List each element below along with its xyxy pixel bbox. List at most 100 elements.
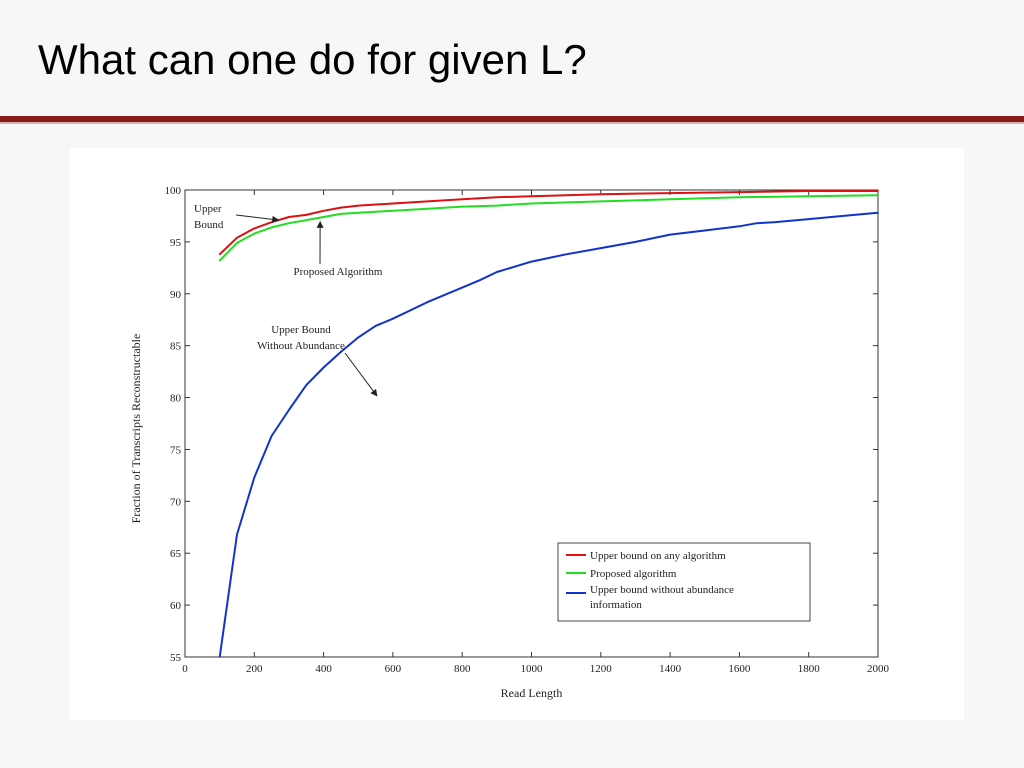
data-point [253, 476, 256, 479]
data-point [669, 233, 671, 236]
data-point [218, 259, 221, 262]
x-axis-title: Read Length [501, 686, 563, 700]
data-point [461, 198, 464, 201]
data-point [218, 656, 221, 658]
data-point [426, 207, 429, 210]
data-point [461, 286, 464, 289]
data-point [392, 202, 394, 205]
data-point [357, 212, 360, 214]
x-tick-label: 1400 [659, 663, 682, 675]
data-point [270, 226, 273, 229]
data-point [322, 366, 325, 369]
annotation-arrow [344, 352, 378, 397]
data-point [374, 325, 377, 327]
y-tick-label: 95 [170, 237, 182, 249]
legend-box [557, 542, 811, 622]
data-point [426, 301, 429, 303]
x-tick-label: 1200 [590, 663, 613, 675]
data-point [755, 222, 758, 225]
data-point [426, 200, 429, 203]
annotations: Upper Bound Proposed Algorithm Upper Bound W… [194, 203, 383, 397]
data-point [340, 206, 342, 209]
data-point [877, 212, 879, 214]
data-point [807, 190, 810, 192]
figure-panel: 0 200 400 600 800 1000 1200 1400 1600 1800 2000 55 6… [70, 148, 964, 720]
data-point [634, 241, 637, 243]
x-tick-label: 800 [454, 663, 471, 675]
data-point [703, 229, 706, 232]
data-point [218, 253, 221, 256]
data-point [236, 236, 238, 239]
data-point [530, 195, 533, 198]
data-point [253, 232, 256, 235]
data-point [478, 279, 481, 282]
data-point [270, 221, 273, 223]
data-point [461, 205, 464, 208]
data-point [288, 222, 290, 225]
x-tick-label: 0 [182, 663, 188, 675]
annotation-label: Upper [194, 203, 222, 215]
data-point [340, 351, 342, 353]
annotation-label: Proposed Algorithm [294, 266, 383, 278]
data-point [773, 221, 775, 223]
data-point [253, 227, 256, 230]
x-tick-label: 1800 [798, 663, 821, 675]
y-tick-label: 90 [170, 289, 182, 301]
data-point [305, 219, 308, 221]
x-tick-label: 600 [385, 663, 402, 675]
x-tick-label: 2000 [867, 663, 890, 675]
data-point [877, 194, 879, 196]
data-point [322, 216, 325, 218]
annotation-arrow [235, 214, 280, 223]
x-tick-label: 400 [315, 663, 332, 675]
series-lines [218, 190, 879, 658]
data-point [600, 193, 602, 195]
data-point [305, 214, 308, 216]
legend-label: Upper bound on any algorithm [590, 550, 726, 562]
data-point [738, 191, 741, 193]
data-point [288, 409, 290, 411]
data-point [270, 435, 273, 437]
data-point [600, 247, 602, 249]
y-tick-label: 85 [170, 341, 182, 353]
data-point [877, 190, 879, 192]
data-point [530, 202, 533, 205]
y-tick-label: 55 [170, 652, 182, 664]
data-point [669, 192, 671, 194]
data-point [738, 225, 741, 228]
data-point [600, 200, 602, 203]
data-point [357, 204, 360, 207]
data-point [496, 196, 498, 199]
legend: Upper bound on any algorithm Proposed alg… [557, 542, 811, 622]
legend-label: Proposed algorithm [590, 568, 677, 580]
data-point [340, 213, 342, 215]
data-point [288, 216, 290, 218]
title-divider-shadow [0, 122, 1024, 124]
slide-title: What can one do for given L? [38, 36, 587, 83]
data-point [322, 209, 325, 212]
line-chart: 0 200 400 600 800 1000 1200 1400 1600 1800 2000 55 6… [129, 185, 890, 700]
data-point [392, 209, 394, 212]
annotation-label: Without Abundance [257, 340, 345, 352]
data-point [738, 196, 741, 199]
y-tick-label: 65 [170, 548, 182, 560]
y-tick-label: 100 [165, 185, 182, 197]
data-point [807, 218, 810, 220]
data-point [496, 204, 498, 207]
x-tick-label: 1000 [521, 663, 544, 675]
data-point [565, 253, 567, 256]
y-tick-label: 75 [170, 444, 182, 456]
y-tick-label: 70 [170, 496, 182, 508]
y-tick-label: 80 [170, 393, 182, 405]
x-tick-label: 200 [246, 663, 263, 675]
axes: 0 200 400 600 800 1000 1200 1400 1600 1800 2000 55 6… [129, 185, 890, 700]
data-point [807, 195, 810, 198]
data-point [496, 271, 498, 273]
annotation-label: Bound [194, 219, 224, 231]
data-point [236, 242, 238, 244]
title-divider [0, 116, 1024, 122]
y-tick-label: 60 [170, 600, 182, 612]
data-point [669, 198, 671, 201]
data-point [357, 336, 360, 339]
legend-label: Upper bound without abundance information [590, 584, 734, 611]
